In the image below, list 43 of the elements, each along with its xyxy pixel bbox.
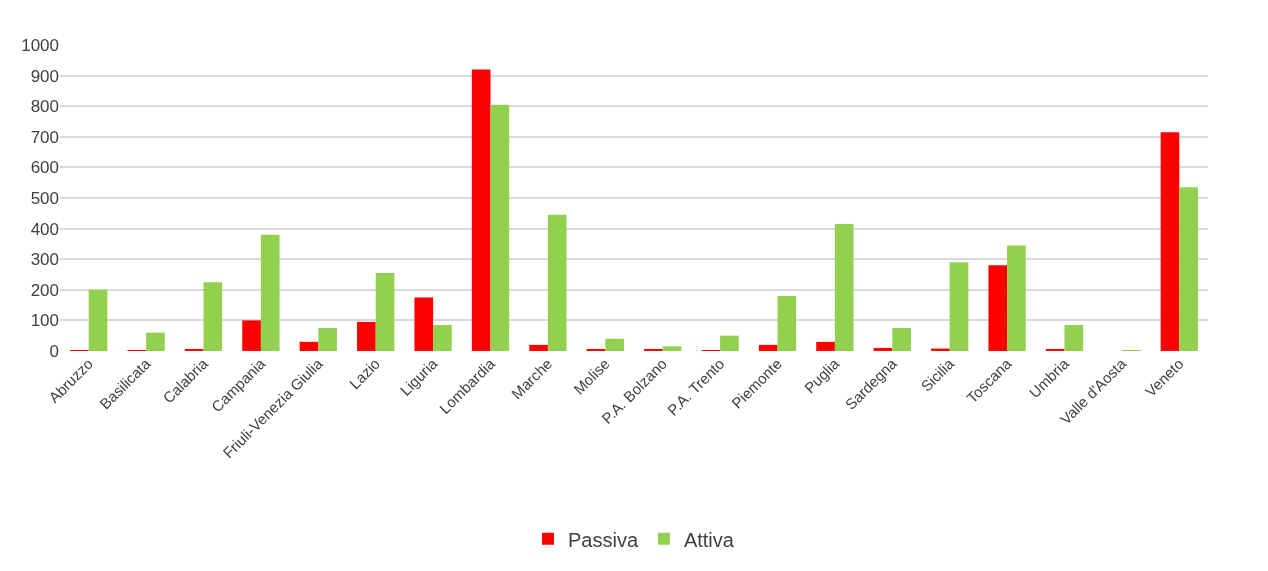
bar (203, 282, 223, 351)
bar (834, 224, 854, 351)
bar (146, 332, 165, 351)
bar (318, 328, 337, 351)
y-tick-label: 0 (49, 341, 59, 361)
y-tick-label: 500 (30, 188, 59, 208)
y-tick-label: 200 (30, 280, 59, 300)
bar (605, 338, 624, 351)
y-tick-label: 300 (30, 250, 59, 270)
bar (357, 321, 376, 351)
y-tick-label: 700 (30, 127, 59, 147)
y-tick-label: 800 (30, 97, 59, 117)
bar (988, 265, 1008, 351)
y-tick-label: 100 (30, 311, 59, 331)
bar (547, 214, 567, 351)
bar (1007, 245, 1026, 351)
y-tick-label: 600 (30, 158, 59, 178)
bar (720, 335, 739, 351)
bar (375, 272, 395, 351)
bar (1160, 132, 1180, 351)
bar (299, 341, 319, 351)
y-tick-label: 900 (30, 66, 59, 86)
legend-label: Attiva (683, 528, 735, 551)
y-tick-label: 1000 (21, 35, 59, 55)
bar (242, 320, 261, 351)
bar (1064, 324, 1084, 351)
bar (662, 346, 682, 351)
bar (471, 69, 491, 351)
bar (873, 347, 893, 351)
bar (816, 341, 835, 351)
legend-label: Passiva (568, 528, 639, 551)
bar (529, 344, 548, 351)
bar (433, 324, 452, 351)
bar (892, 328, 911, 351)
bar (949, 262, 969, 351)
bar (777, 295, 797, 351)
bar (1179, 187, 1198, 351)
bar (414, 297, 434, 351)
bar (758, 344, 778, 351)
bar (260, 234, 280, 351)
bar (88, 289, 108, 351)
y-tick-label: 400 (30, 219, 59, 239)
bar (490, 104, 510, 351)
